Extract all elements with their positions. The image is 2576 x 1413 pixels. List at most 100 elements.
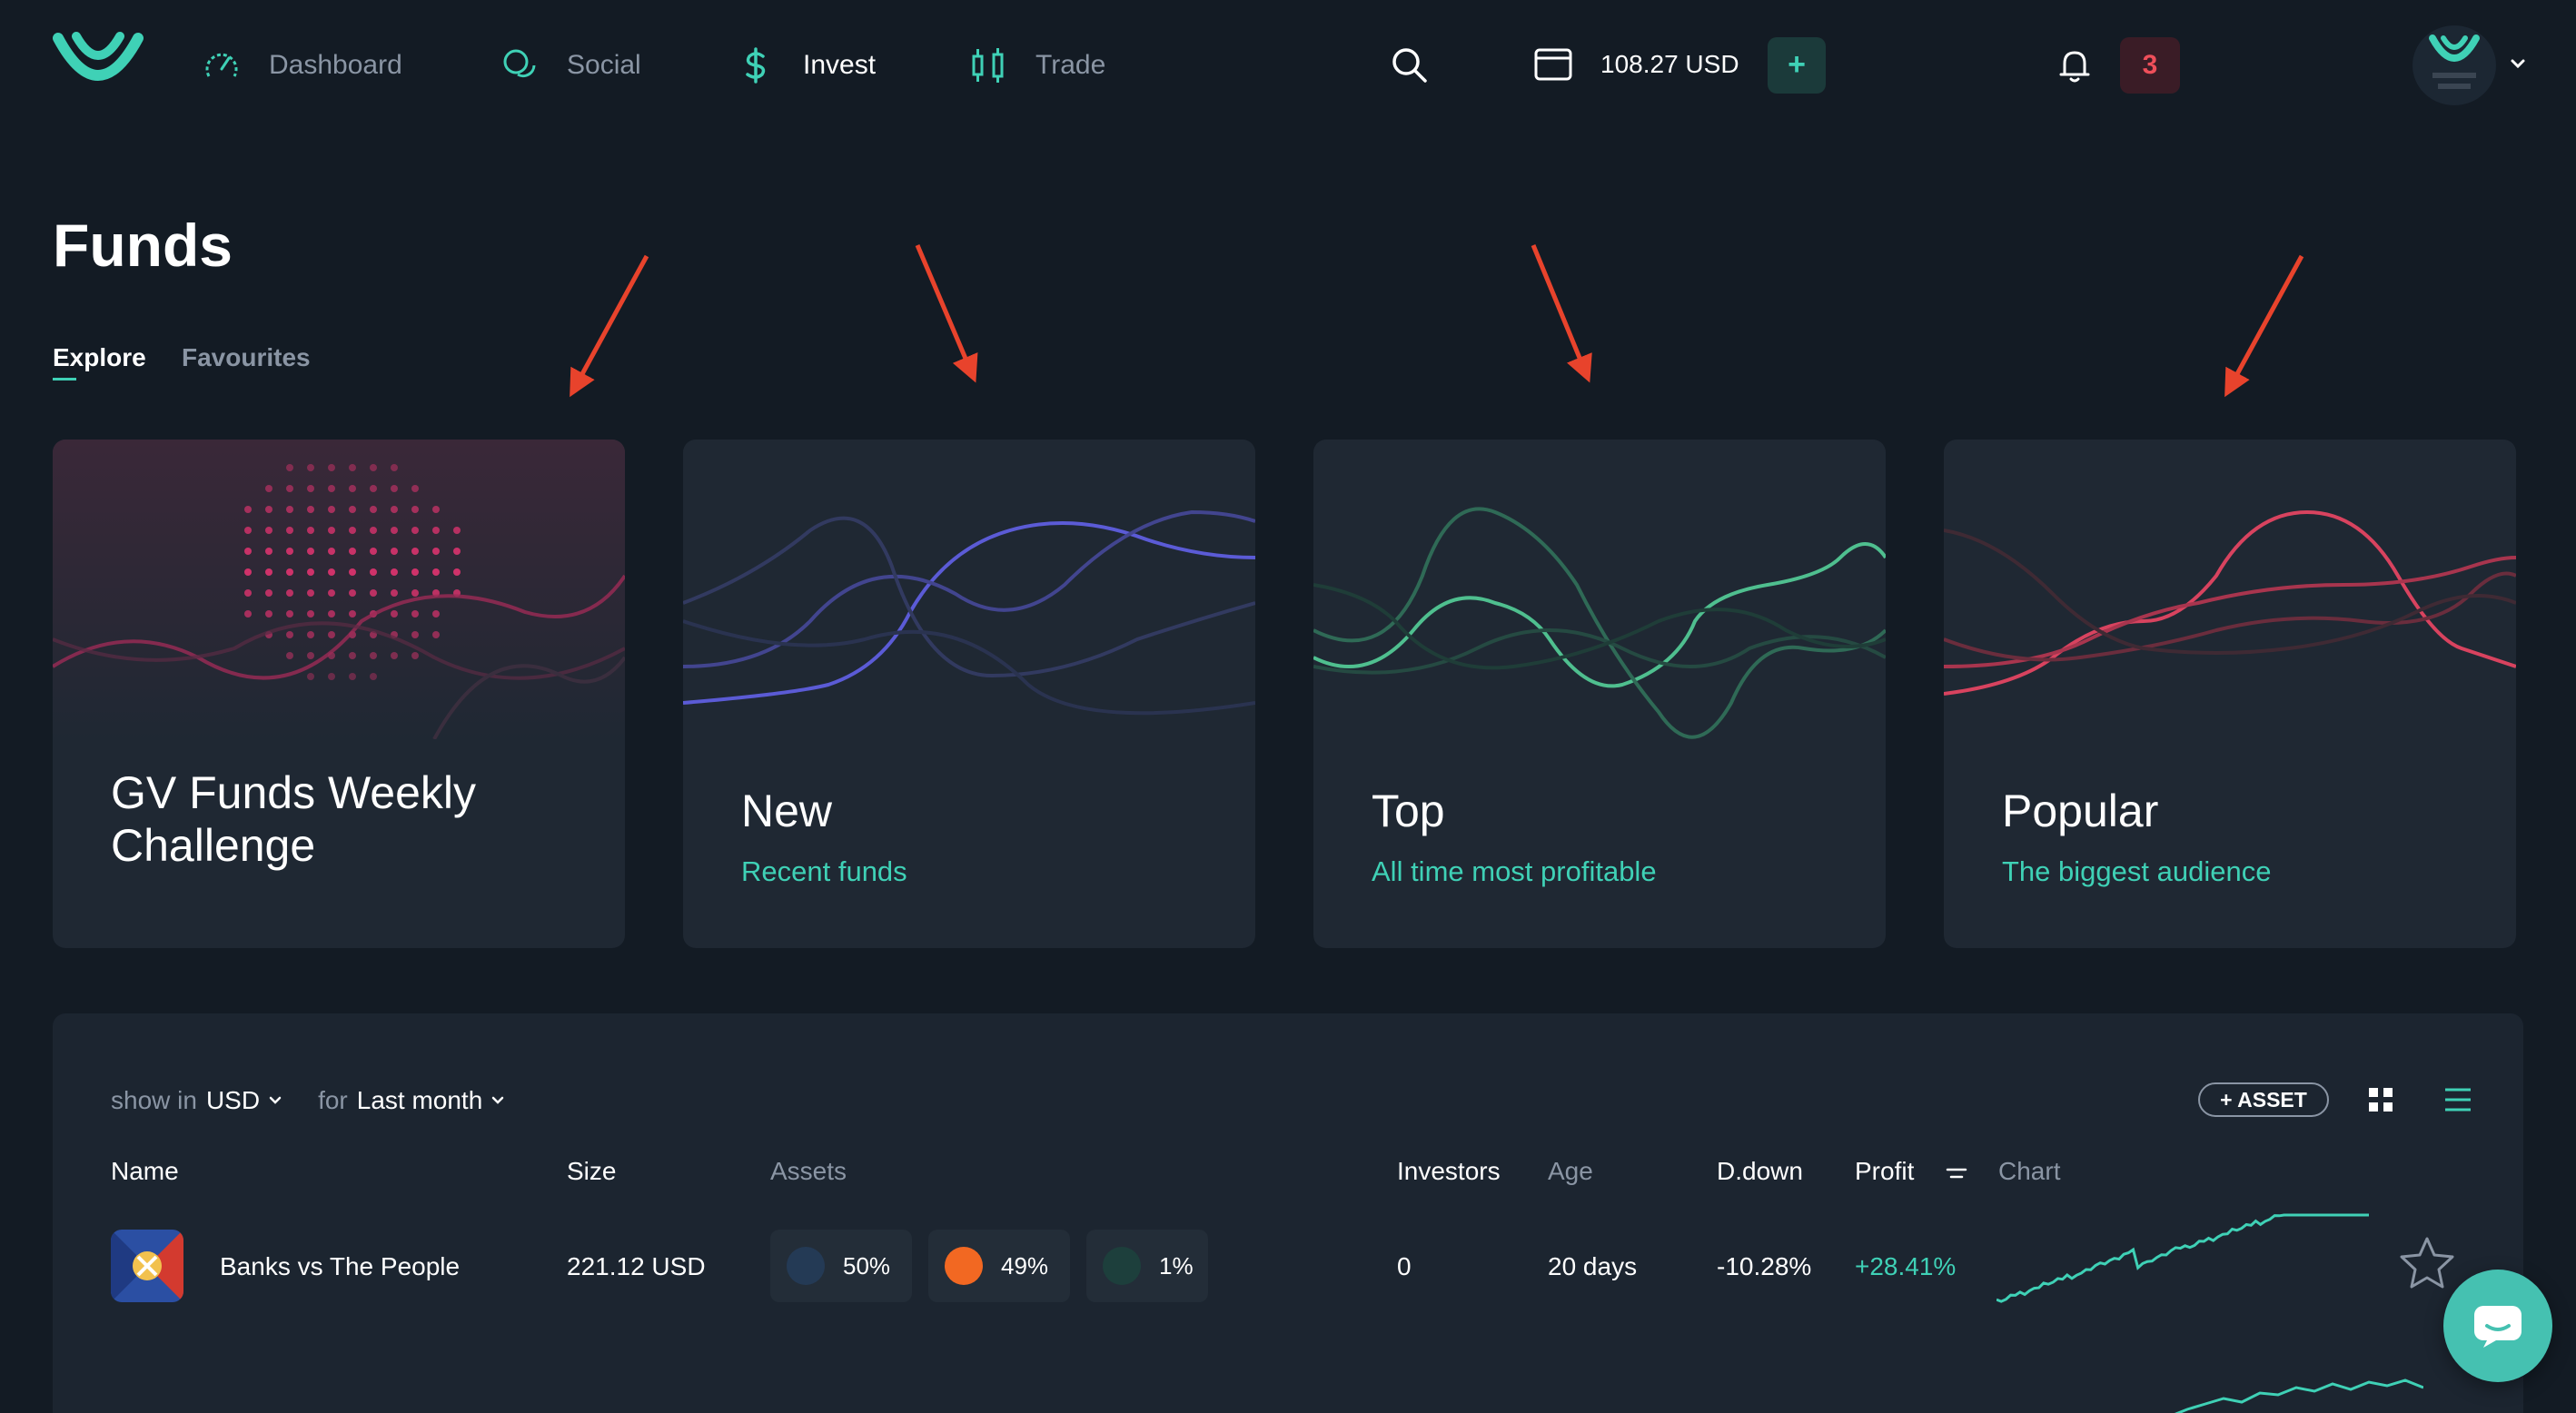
dot bbox=[432, 548, 440, 555]
support-chat-button[interactable] bbox=[2443, 1270, 2552, 1382]
for-label: for bbox=[318, 1086, 348, 1114]
table-row[interactable]: Banks vs The People 221.12 USD 50% 49% 1… bbox=[53, 1213, 2523, 1357]
dot bbox=[349, 568, 356, 576]
genesis-vision-logo-icon[interactable] bbox=[53, 25, 144, 91]
dot bbox=[349, 527, 356, 534]
wallet-icon bbox=[1534, 48, 1572, 81]
dot bbox=[244, 527, 252, 534]
asset-chip[interactable]: 49% bbox=[928, 1230, 1070, 1302]
dot bbox=[265, 485, 272, 492]
dot bbox=[307, 485, 314, 492]
avatar-logo-icon bbox=[2429, 35, 2480, 89]
nav-trade-label: Trade bbox=[1035, 50, 1106, 80]
sort-icon[interactable] bbox=[1944, 1162, 1969, 1184]
currency-select[interactable]: USD bbox=[205, 1086, 261, 1114]
dot bbox=[265, 610, 272, 618]
dot bbox=[307, 527, 314, 534]
card-new[interactable]: New Recent funds bbox=[683, 440, 1255, 948]
table-filters: show in USD for Last month bbox=[111, 1086, 504, 1115]
dot bbox=[411, 485, 419, 492]
nav-social[interactable]: Social bbox=[500, 42, 641, 89]
fund-sparkline bbox=[2174, 1378, 2423, 1413]
column-header-investors[interactable]: Investors bbox=[1397, 1157, 1501, 1185]
dot bbox=[307, 610, 314, 618]
dot bbox=[370, 464, 377, 471]
fund-investors: 0 bbox=[1397, 1252, 1412, 1280]
card-popular[interactable]: Popular The biggest audience bbox=[1944, 440, 2516, 948]
dot bbox=[411, 610, 419, 618]
bell-icon[interactable] bbox=[2056, 47, 2093, 84]
dot bbox=[391, 464, 398, 471]
add-asset-filter-button[interactable]: + ASSET bbox=[2198, 1082, 2329, 1117]
chevron-down-icon[interactable] bbox=[2509, 56, 2527, 71]
nav-invest[interactable]: Invest bbox=[736, 42, 876, 89]
tab-favourites[interactable]: Favourites bbox=[182, 343, 311, 371]
dot bbox=[286, 652, 293, 659]
dot bbox=[328, 673, 335, 680]
column-header-size[interactable]: Size bbox=[567, 1157, 617, 1185]
dot bbox=[307, 652, 314, 659]
dot bbox=[307, 548, 314, 555]
dot bbox=[286, 589, 293, 597]
tab-explore[interactable]: Explore bbox=[53, 343, 146, 371]
dot bbox=[391, 506, 398, 513]
chevron-down-icon[interactable] bbox=[491, 1096, 504, 1105]
dot bbox=[432, 610, 440, 618]
star-favourite-icon[interactable] bbox=[2398, 1235, 2456, 1289]
dot bbox=[349, 673, 356, 680]
grid-view-icon[interactable] bbox=[2367, 1086, 2394, 1113]
dot bbox=[265, 548, 272, 555]
dot bbox=[328, 506, 335, 513]
list-view-icon[interactable] bbox=[2443, 1086, 2472, 1113]
nav-social-label: Social bbox=[567, 50, 641, 80]
card-title: New bbox=[741, 786, 833, 836]
dot bbox=[286, 485, 293, 492]
dot bbox=[265, 506, 272, 513]
fund-drawdown: -10.28% bbox=[1717, 1252, 1812, 1280]
popular-funds-art-icon bbox=[1944, 509, 2516, 696]
dollar-icon bbox=[746, 47, 766, 84]
add-funds-button[interactable]: + bbox=[1768, 37, 1826, 94]
dot bbox=[349, 589, 356, 597]
dot bbox=[328, 589, 335, 597]
period-select[interactable]: Last month bbox=[356, 1086, 483, 1114]
asset-chip[interactable]: 50% bbox=[770, 1230, 912, 1302]
new-funds-art-icon bbox=[683, 509, 1255, 716]
plus-icon: + bbox=[2220, 1088, 2238, 1112]
fund-sparkline bbox=[1996, 1213, 2369, 1303]
dot bbox=[307, 568, 314, 576]
dot bbox=[244, 610, 252, 618]
dot bbox=[411, 506, 419, 513]
table-row[interactable] bbox=[53, 1378, 2523, 1413]
asset-button-label: ASSET bbox=[2237, 1088, 2307, 1112]
dot bbox=[307, 673, 314, 680]
nav-dashboard[interactable]: Dashboard bbox=[202, 42, 402, 89]
search-icon[interactable] bbox=[1390, 45, 1428, 84]
notifications-count-badge[interactable]: 3 bbox=[2120, 37, 2180, 94]
dashboard-gauge-icon bbox=[205, 53, 238, 77]
dot bbox=[328, 631, 335, 638]
dot bbox=[328, 485, 335, 492]
dot bbox=[244, 548, 252, 555]
dot bbox=[349, 464, 356, 471]
fund-name[interactable]: Banks vs The People bbox=[220, 1252, 461, 1280]
column-header-age[interactable]: Age bbox=[1548, 1157, 1593, 1185]
dot bbox=[349, 610, 356, 618]
dot bbox=[411, 548, 419, 555]
card-weekly-challenge[interactable]: GV Funds Weekly Challenge bbox=[53, 440, 625, 948]
dot bbox=[265, 589, 272, 597]
nav-trade[interactable]: Trade bbox=[968, 42, 1105, 89]
column-header-drawdown[interactable]: D.down bbox=[1717, 1157, 1803, 1185]
funds-table-panel: show in USD for Last month + ASSET Name … bbox=[53, 1013, 2523, 1413]
dot bbox=[244, 568, 252, 576]
asset-chip[interactable]: 1% bbox=[1086, 1230, 1208, 1302]
card-top[interactable]: Top All time most profitable bbox=[1313, 440, 1886, 948]
user-avatar[interactable] bbox=[2413, 25, 2496, 105]
fund-avatar bbox=[111, 1230, 183, 1302]
dot bbox=[411, 652, 419, 659]
wallet-balance[interactable]: 108.27 USD bbox=[1600, 50, 1739, 78]
dot bbox=[370, 589, 377, 597]
column-header-name[interactable]: Name bbox=[111, 1157, 179, 1185]
chevron-down-icon[interactable] bbox=[269, 1096, 282, 1105]
column-header-profit[interactable]: Profit bbox=[1855, 1157, 1915, 1185]
